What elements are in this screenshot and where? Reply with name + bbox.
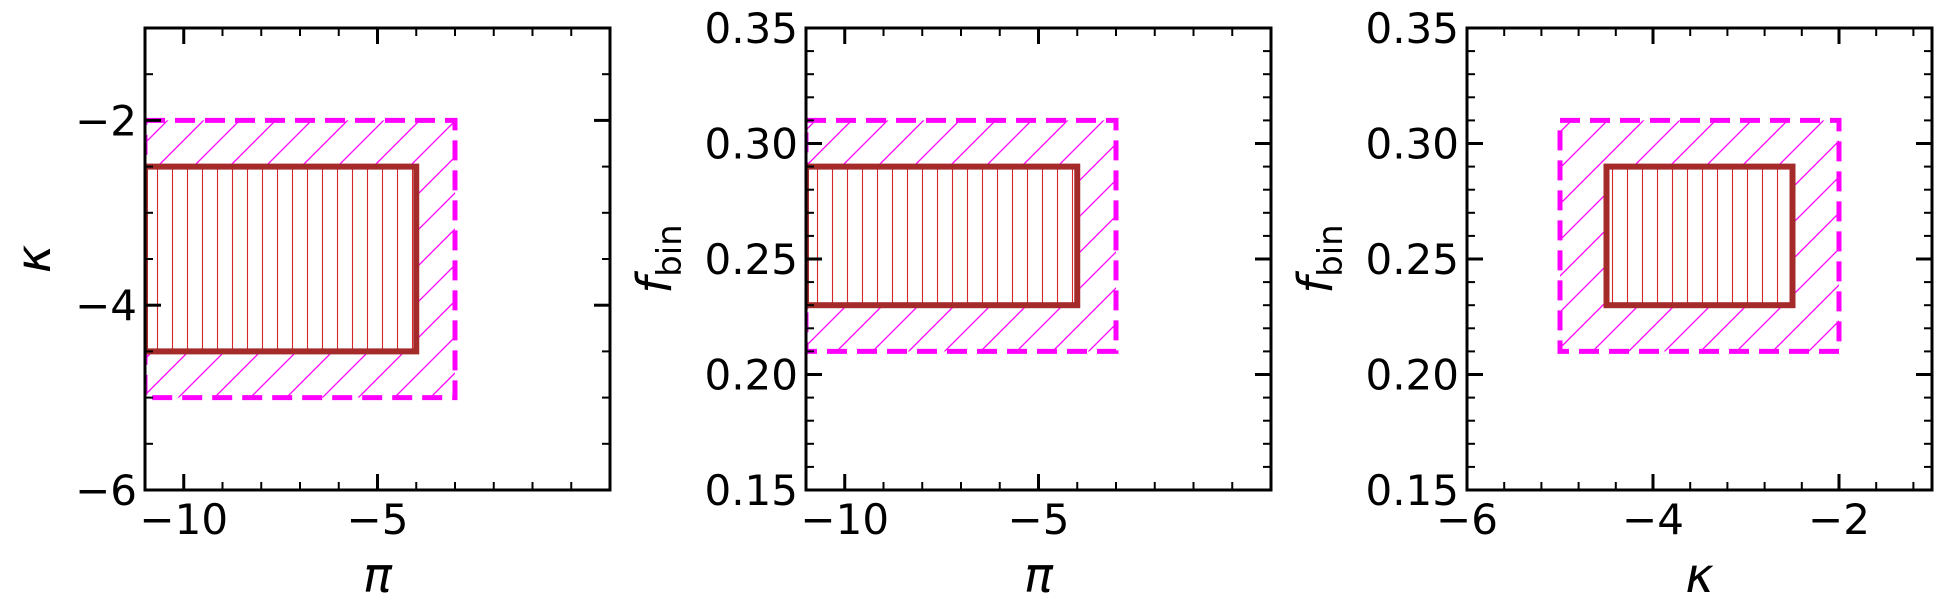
panel-kappa-fbin: −6 −4 −2 0.15 0.20 0.25 0.30 0.35 κ fbin (1288, 4, 1934, 604)
panel-pi-fbin: −10 −5 0.15 0.20 0.25 0.30 0.35 π fbin (627, 4, 1273, 604)
x-axis-label: π (1024, 548, 1054, 604)
x-axis-label: κ (1685, 548, 1714, 604)
x-tick-label: −2 (1808, 495, 1870, 544)
x-tick-label: −5 (1008, 495, 1070, 544)
x-tick-label: −5 (347, 495, 409, 544)
y-tick-label: 0.15 (1365, 466, 1459, 515)
y-tick-label: 0.30 (704, 120, 798, 169)
y-axis-label: κ (6, 244, 62, 273)
y-tick-label: 0.35 (704, 4, 798, 53)
y-tick-label: −2 (75, 96, 137, 145)
y-axis-label: fbin (627, 224, 690, 293)
panel-pi-kappa: −10 −5 −6 −4 −2 π κ (6, 26, 612, 604)
y-tick-label: 0.30 (1365, 120, 1459, 169)
inner-region (806, 163, 1081, 309)
y-tick-label: 0.25 (1365, 235, 1459, 284)
y-tick-label: 0.15 (704, 466, 798, 515)
y-tick-label: 0.35 (1365, 4, 1459, 53)
x-axis-label: π (363, 548, 393, 604)
y-tick-label: 0.20 (704, 351, 798, 400)
y-axis-label: fbin (1288, 224, 1351, 293)
inner-region (145, 163, 420, 355)
y-tick-label: −6 (75, 466, 137, 515)
y-tick-label: 0.25 (704, 235, 798, 284)
x-tick-label: −10 (139, 495, 228, 544)
inner-region (1603, 163, 1796, 309)
x-tick-label: −4 (1622, 495, 1684, 544)
x-tick-label: −6 (1436, 495, 1498, 544)
y-tick-label: −4 (75, 281, 137, 330)
y-tick-label: 0.20 (1365, 351, 1459, 400)
x-tick-label: −10 (800, 495, 889, 544)
